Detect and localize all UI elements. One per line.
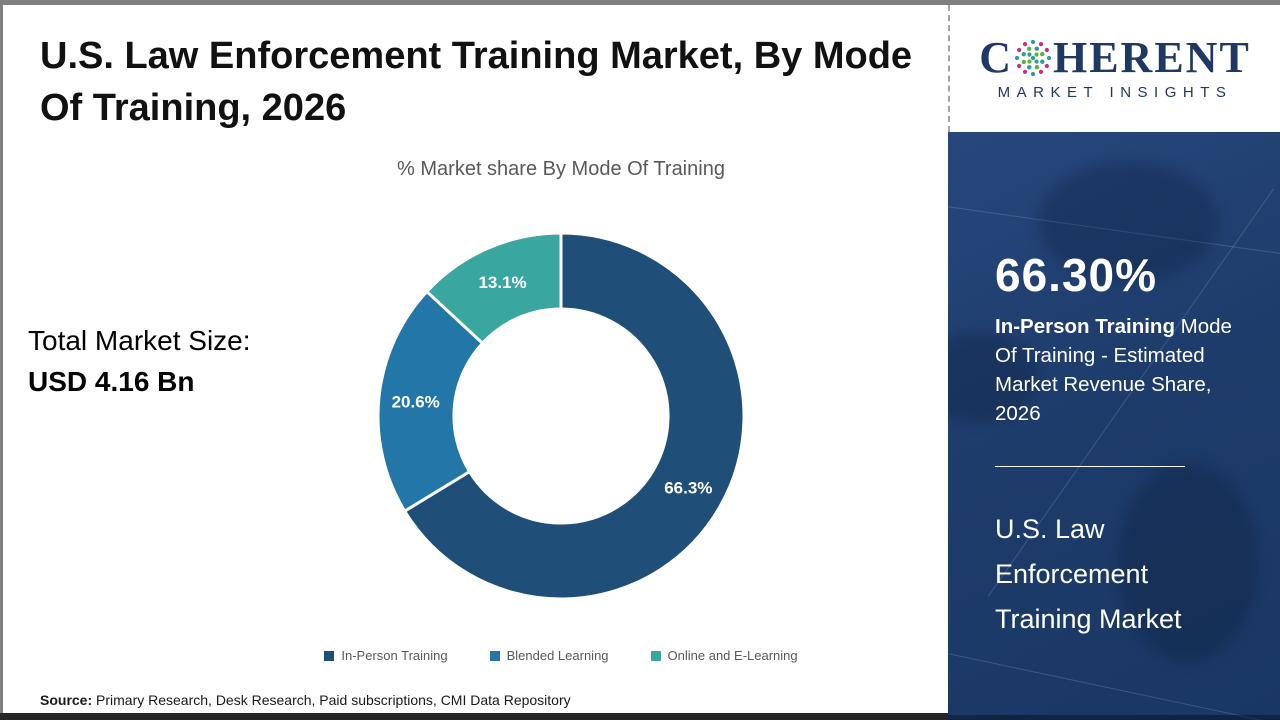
brand-logo-box: C HERENT MARKET INSIGHTS bbox=[948, 5, 1280, 132]
source-label: Source: bbox=[40, 692, 93, 708]
market-name: U.S. Law Enforcement Training Market bbox=[995, 507, 1235, 642]
legend-label-in-person: In-Person Training bbox=[341, 648, 448, 663]
bottom-frame-bar bbox=[0, 713, 950, 720]
sidebar-panel: 66.30% In-Person Training Mode Of Traini… bbox=[948, 132, 1280, 720]
donut-slice-2 bbox=[376, 290, 485, 513]
total-market-size-value: USD 4.16 Bn bbox=[28, 366, 195, 397]
highlight-stat-value: 66.30% bbox=[995, 249, 1158, 301]
brand-logo: C HERENT bbox=[979, 36, 1251, 80]
right-sidebar: C HERENT MARKET INSIGHTS 66.30% In-Perso… bbox=[948, 5, 1280, 720]
market-name-line2: Enforcement bbox=[995, 559, 1149, 589]
top-frame-bar bbox=[0, 0, 1280, 5]
brand-letters-rest: HERENT bbox=[1052, 33, 1251, 82]
legend-label-blended: Blended Learning bbox=[506, 648, 609, 663]
map-texture bbox=[1038, 162, 1218, 282]
donut-chart-svg: 66.3% 20.6% 13.1% bbox=[376, 231, 746, 601]
legend-item-online: Online and E-Learning bbox=[650, 648, 798, 663]
legend-swatch-online bbox=[650, 650, 661, 661]
legend-label-online: Online and E-Learning bbox=[667, 648, 798, 663]
page-title-line1: U.S. Law Enforcement Training Market, By… bbox=[40, 35, 913, 77]
total-market-size-block: Total Market Size: USD 4.16 Bn bbox=[28, 325, 251, 398]
left-frame-bar bbox=[0, 0, 3, 720]
stat-desc-rest: Mode Of Training - Estimated Market Reve… bbox=[995, 315, 1232, 425]
sidebar-divider bbox=[995, 466, 1185, 467]
source-text: Primary Research, Desk Research, Paid su… bbox=[92, 692, 571, 708]
map-texture bbox=[948, 640, 1280, 720]
sidebar-content: 66.30% In-Person Training Mode Of Traini… bbox=[948, 132, 1280, 642]
donut-slice-3 bbox=[425, 231, 563, 345]
slice-label-2: 20.6% bbox=[392, 392, 440, 411]
legend-swatch-blended bbox=[489, 650, 500, 661]
market-name-line1: U.S. Law bbox=[995, 514, 1105, 544]
slice-label-3: 13.1% bbox=[478, 273, 526, 292]
donut-slice-1 bbox=[403, 231, 746, 601]
highlight-stat-description: In-Person Training Mode Of Training - Es… bbox=[995, 312, 1253, 428]
slice-label-1: 66.3% bbox=[664, 479, 712, 498]
map-texture bbox=[1118, 462, 1258, 662]
dotted-globe-icon bbox=[1014, 39, 1052, 77]
legend-item-blended: Blended Learning bbox=[489, 648, 609, 663]
donut-chart: 66.3% 20.6% 13.1% bbox=[371, 226, 751, 606]
source-line: Source: Primary Research, Desk Research,… bbox=[40, 692, 571, 708]
page-title-line2: Of Training, 2026 bbox=[40, 87, 347, 129]
page-title: U.S. Law Enforcement Training Market, By… bbox=[40, 30, 940, 134]
brand-tagline: MARKET INSIGHTS bbox=[997, 84, 1233, 101]
brand-letter-c: C bbox=[979, 33, 1013, 82]
stat-desc-bold: In-Person Training bbox=[995, 315, 1175, 338]
legend-swatch-in-person bbox=[324, 650, 335, 661]
market-name-line3: Training Market bbox=[995, 604, 1182, 634]
chart-subtitle: % Market share By Mode Of Training bbox=[397, 158, 725, 180]
legend-item-in-person: In-Person Training bbox=[324, 648, 448, 663]
chart-legend: In-Person Training Blended Learning Onli… bbox=[161, 648, 961, 663]
total-market-size-label: Total Market Size: bbox=[28, 325, 251, 356]
